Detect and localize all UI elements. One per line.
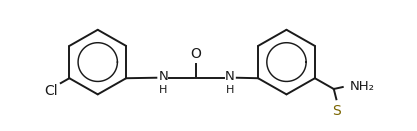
Text: S: S	[332, 104, 341, 118]
Text: N: N	[225, 70, 235, 83]
Text: H: H	[226, 85, 234, 95]
Text: O: O	[191, 47, 201, 61]
Text: H: H	[159, 85, 168, 95]
Text: N: N	[158, 70, 168, 83]
Text: NH₂: NH₂	[350, 80, 375, 93]
Text: Cl: Cl	[44, 84, 58, 98]
